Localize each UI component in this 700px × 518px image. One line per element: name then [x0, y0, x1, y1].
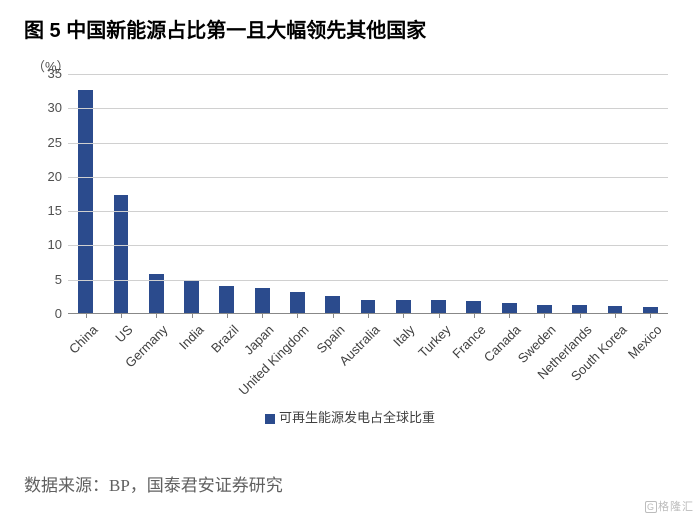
ytick-label: 5: [30, 272, 62, 287]
bar: [219, 286, 234, 313]
bar: [431, 300, 446, 313]
xaxis-labels: ChinaUSGermanyIndiaBrazilJapanUnited Kin…: [68, 318, 668, 418]
watermark-icon: G: [645, 501, 657, 513]
bar: [396, 300, 411, 313]
bars-container: [68, 74, 668, 313]
ytick-label: 35: [30, 66, 62, 81]
watermark: G格隆汇: [645, 498, 694, 514]
gridline: [68, 177, 668, 178]
ytick-label: 25: [30, 135, 62, 150]
gridline: [68, 211, 668, 212]
chart-legend: 可再生能源发电占全球比重: [24, 407, 676, 426]
ytick-label: 10: [30, 237, 62, 252]
bar: [466, 301, 481, 313]
bar: [290, 292, 305, 313]
data-source: 数据来源：BP，国泰君安证券研究: [24, 471, 283, 496]
bar: [502, 303, 517, 313]
ytick-label: 30: [30, 100, 62, 115]
bar: [537, 305, 552, 313]
bar: [608, 306, 623, 313]
bar: [325, 296, 340, 313]
gridline: [68, 74, 668, 75]
gridline: [68, 108, 668, 109]
gridline: [68, 280, 668, 281]
watermark-text: 格隆汇: [658, 501, 694, 513]
legend-swatch: [265, 414, 275, 424]
bar: [184, 280, 199, 313]
bar: [361, 300, 376, 313]
plot-region: 05101520253035: [68, 74, 668, 314]
ytick-label: 15: [30, 203, 62, 218]
bar: [572, 305, 587, 313]
bar: [255, 288, 270, 313]
gridline: [68, 143, 668, 144]
ytick-label: 0: [30, 306, 62, 321]
bar: [114, 195, 129, 313]
chart-area: （%） 05101520253035 ChinaUSGermanyIndiaBr…: [24, 56, 676, 432]
gridline: [68, 245, 668, 246]
legend-label: 可再生能源发电占全球比重: [279, 410, 435, 425]
chart-title: 图 5 中国新能源占比第一且大幅领先其他国家: [0, 0, 700, 51]
ytick-label: 20: [30, 169, 62, 184]
